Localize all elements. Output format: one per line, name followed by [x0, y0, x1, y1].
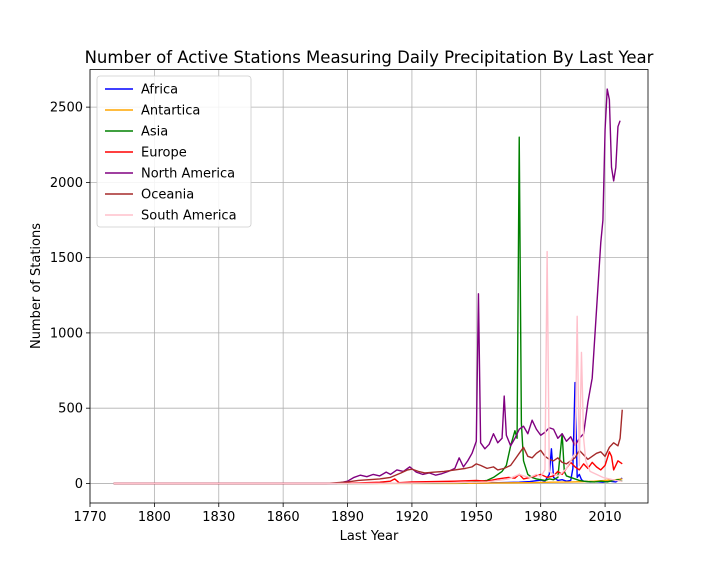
legend: Africa Antartica Asia Europe North America Oc…	[96, 75, 252, 228]
x-tick-label: 1770	[73, 510, 106, 525]
x-tick-label: 1920	[395, 510, 428, 525]
grid-lines	[89, 69, 648, 503]
series-line-north-america	[113, 88, 621, 485]
x-tick-label: 1980	[524, 510, 557, 525]
legend-label-africa: Africa	[141, 83, 178, 98]
x-tick-label: 1800	[138, 510, 171, 525]
legend-label-antartica: Antartica	[141, 104, 200, 119]
y-tick-label: 0	[75, 477, 83, 492]
series-line-antartica	[113, 478, 623, 485]
x-tick-label: 2010	[589, 510, 622, 525]
series-line-asia	[113, 136, 623, 485]
legend-label-asia: Asia	[141, 125, 168, 140]
y-tick-label: 2500	[50, 101, 83, 116]
legend-label-europe: Europe	[141, 146, 187, 161]
y-tick-label: 1500	[50, 251, 83, 266]
legend-label-oceania: Oceania	[141, 188, 194, 203]
y-axis-label: Number of Stations	[29, 223, 44, 349]
series-line-oceania	[113, 409, 623, 485]
x-tick-label: 1890	[331, 510, 364, 525]
legend-box	[96, 75, 252, 228]
plot-area	[113, 88, 623, 485]
y-tick-label: 500	[58, 402, 83, 417]
x-tick-label: 1830	[202, 510, 235, 525]
y-tick-label: 1000	[50, 326, 83, 341]
x-tick-label: 1860	[267, 510, 300, 525]
x-tick-label: 1950	[460, 510, 493, 525]
x-axis: 1770 1800 1830 1860 1890 1920 1950 1980 2010	[73, 503, 622, 525]
axes-frame	[89, 69, 649, 504]
series-line-south-america	[113, 250, 623, 485]
y-tick-label: 2000	[50, 176, 83, 191]
y-axis: 0 500 1000 1500 2000 2500	[50, 101, 90, 492]
chart-title: Number of Active Stations Measuring Dail…	[85, 48, 654, 67]
x-axis-label: Last Year	[340, 529, 399, 544]
legend-label-north-america: North America	[141, 167, 235, 182]
legend-label-south-america: South America	[141, 209, 237, 224]
